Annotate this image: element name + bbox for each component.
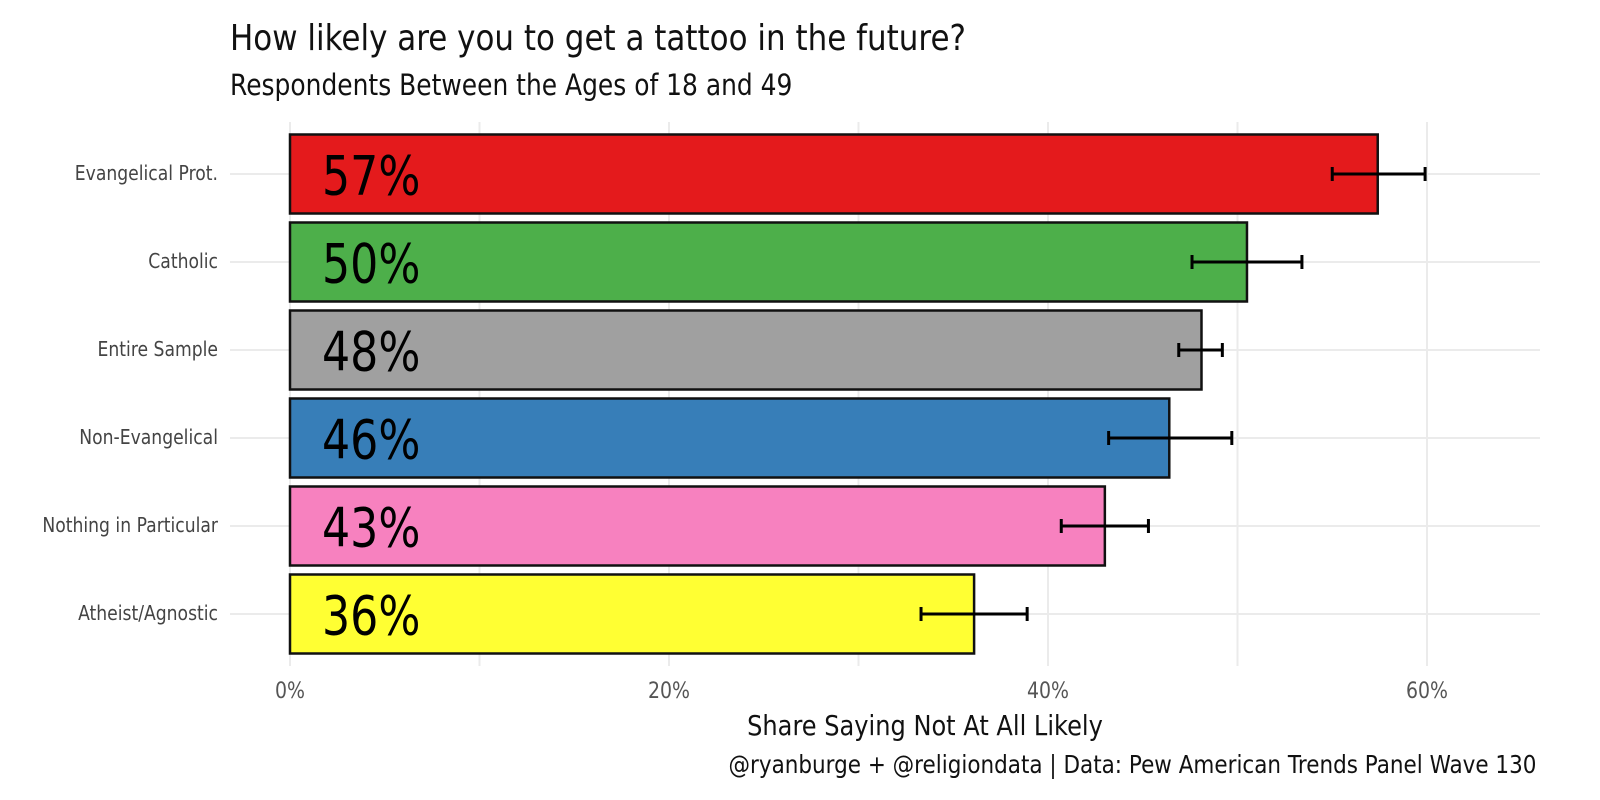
bar [288,485,1107,567]
bar [288,397,1171,479]
category-label: Nothing in Particular [42,515,218,538]
category-label: Evangelical Prot. [75,163,218,186]
category-labels: Evangelical Prot. Catholic Entire Sample No… [42,163,218,626]
x-tick-label: 60% [1406,678,1448,704]
x-axis-label: Share Saying Not At All Likely [747,710,1103,742]
error-bar [1177,343,1224,357]
error-bar [1059,519,1150,533]
bars [288,133,1379,655]
error-bar [919,607,1029,621]
error-bar [1107,431,1234,445]
bar [288,133,1379,215]
bar-value-label: 36% [322,584,420,647]
category-label: Non-Evangelical [79,427,218,450]
category-label: Entire Sample [98,339,218,362]
chart-subtitle: Respondents Between the Ages of 18 and 4… [230,68,793,102]
category-label: Atheist/Agnostic [78,603,218,626]
x-tick-label: 40% [1027,678,1069,704]
bar-value-label: 57% [322,144,420,207]
error-bar [1330,167,1427,181]
bar-value-label: 48% [322,320,420,383]
bar [288,309,1203,391]
error-bar [1190,255,1304,269]
x-tick-label: 20% [648,678,690,704]
x-tick-labels: 0% 20% 40% 60% [275,678,1448,704]
bar-value-label: 43% [322,496,420,559]
x-tick-label: 0% [275,678,305,704]
chart-caption: @ryanburge + @religiondata | Data: Pew A… [728,750,1536,779]
bar-value-label: 46% [322,408,420,471]
bar [288,573,976,655]
bar [288,221,1249,303]
bar-labels: 57% 50% 48% 46% 43% 36% [322,144,420,647]
chart-title: How likely are you to get a tattoo in th… [230,18,966,59]
bar-value-label: 50% [322,232,420,295]
error-bars [919,167,1427,621]
category-label: Catholic [148,251,218,274]
